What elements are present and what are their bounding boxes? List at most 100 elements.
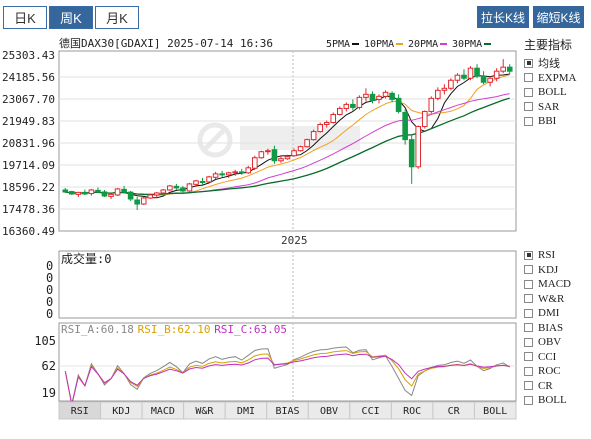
candle-body [330,113,337,124]
candle-body [389,92,395,100]
candle-body [153,192,160,196]
candle-body [350,103,356,108]
price-axis: 25303.43 24185.56 23067.70 21949.83 20831.96… [2,49,55,238]
candle-body [167,185,173,191]
sub-indicator-rsi[interactable]: RSI [524,248,590,263]
candle-body [258,151,265,159]
checkbox[interactable] [524,279,533,289]
candle-body [160,189,167,194]
indicator-label: BOLL [538,394,567,407]
period-tabs: 日K 周K 月K [3,6,141,30]
volume-tick-label: 0 [46,307,53,321]
price-grid [59,76,516,210]
candle-body [206,176,212,183]
indicator-tab-label: CR [448,406,461,417]
indicator-tab-label: OBV [320,406,338,417]
candle-body [435,89,441,99]
candle-body [252,157,258,169]
rsi-line-24 [64,353,510,405]
price-tick-label: 19714.09 [2,159,55,172]
sub-indicator-macd[interactable]: MACD [524,277,590,292]
rsi-legend-label: RSI_B:62.10 [138,323,211,336]
ma-legend-swatch [440,43,447,45]
main-indicator-boll[interactable]: BOLL [524,85,590,100]
indicator-tab-label: MACD [151,406,175,417]
price-tick-label: 24185.56 [2,71,55,84]
tab-month-k[interactable]: 月K [95,6,139,29]
checkbox[interactable] [524,250,533,260]
sub-indicator-dmi[interactable]: DMI [524,306,590,321]
candle-body [356,96,363,108]
ma-legend-swatch [352,43,359,45]
checkbox[interactable] [524,381,533,391]
sub-indicator-bias[interactable]: BIAS [524,321,590,336]
indicator-label: KDJ [538,263,559,276]
candle-body [75,191,82,195]
checkbox[interactable] [524,366,533,376]
sub-indicator-boll[interactable]: BOLL [524,393,590,408]
candle-body [265,150,271,153]
checkbox[interactable] [524,87,533,97]
shrink-k-button[interactable]: 缩短K线 [533,6,584,28]
sub-indicator-roc[interactable]: ROC [524,364,590,379]
tab-week-k[interactable]: 周K [49,6,93,29]
indicator-label: EXPMA [538,71,577,84]
candle-body [474,67,480,77]
indicator-tab-label: RSI [71,406,89,417]
candle-body [310,131,317,141]
candle-body [212,173,219,178]
volume-tick-label: 0 [46,259,53,273]
candle-body [232,171,239,174]
price-tick-label: 25303.43 [2,49,55,62]
checkbox[interactable] [524,308,533,318]
main-indicator-title: 主要指标 [524,38,573,52]
main-indicator-bbi[interactable]: BBI [524,114,590,129]
indicator-label: CCI [538,350,557,363]
main-indicator-sar[interactable]: SAR [524,100,590,115]
candle-body [180,187,186,192]
indicator-label: BBI [538,115,557,128]
candle-body [127,191,134,200]
candle-body [395,97,402,112]
candle-body [461,74,467,79]
candle-body [382,91,389,97]
indicator-tab-bar: RSI KDJ MACD W&R DMI BIAS OBV CCI ROC CR BOLL [58,401,517,420]
candle-body [284,156,291,160]
sub-indicator-cci[interactable]: CCI [524,350,590,365]
candle-body [323,122,330,126]
candle-body [95,189,101,193]
indicator-tab-label: CCI [362,406,380,417]
checkbox[interactable] [524,102,533,112]
indicator-tab-label: BIAS [275,406,299,417]
checkbox[interactable] [524,352,533,362]
sub-indicator-cr[interactable]: CR [524,379,590,394]
indicator-tab-boll[interactable] [473,401,517,420]
main-indicator-均线[interactable]: 均线 [524,56,590,71]
candle-body [186,183,193,192]
checkbox[interactable] [524,58,533,68]
main-indicator-expma[interactable]: EXPMA [524,71,590,86]
tab-day-k[interactable]: 日K [3,6,47,29]
ma-legend-label: 10PMA [364,39,394,50]
indicator-label: DMI [538,307,560,320]
checkbox[interactable] [524,265,533,275]
sub-indicator-obv[interactable]: OBV [524,335,590,350]
checkbox[interactable] [524,323,533,333]
price-tick-label: 16360.49 [2,225,55,238]
checkbox[interactable] [524,337,533,347]
rsi-line-6 [64,346,510,405]
checkbox[interactable] [524,73,533,83]
checkbox[interactable] [524,294,533,304]
sub-indicator-wr[interactable]: W&R [524,292,590,307]
ma-legend-swatch [484,43,491,45]
indicator-label: OBV [538,336,562,349]
candle-body [402,111,408,141]
checkbox[interactable] [524,116,533,126]
indicator-label: ROC [538,365,561,378]
candle-body [448,79,454,89]
stretch-k-button[interactable]: 拉长K线 [477,6,529,28]
checkbox[interactable] [524,395,533,405]
indicator-tab-label: DMI [237,406,255,417]
sub-indicator-kdj[interactable]: KDJ [524,263,590,278]
